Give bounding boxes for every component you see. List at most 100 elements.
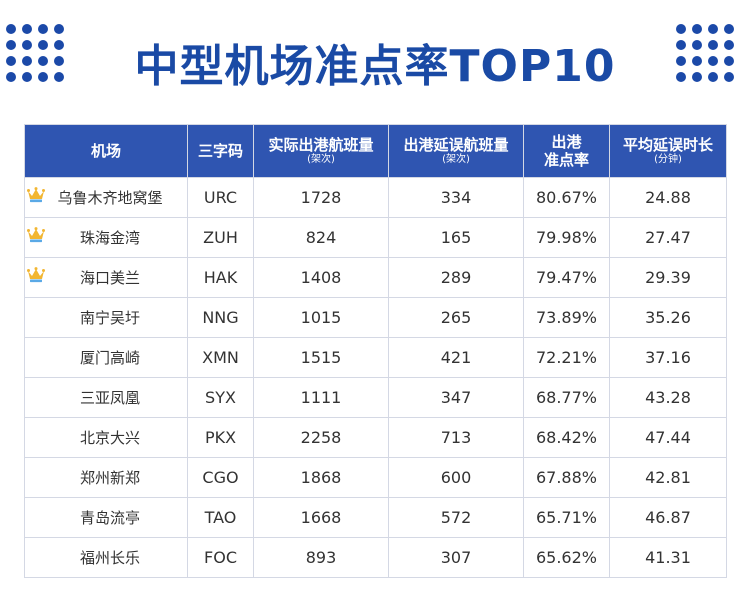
cell-avg: 43.28 (609, 377, 727, 418)
cell-delays: 572 (388, 497, 524, 538)
cell-text: XMN (202, 348, 239, 367)
cell-text: 68.77% (535, 388, 597, 407)
cell-delays: 265 (388, 297, 524, 338)
cell-text: 73.89% (535, 308, 597, 327)
ranking-table: 机场 三字码 实际出港航班量 (架次) 出港延误航班量 (架次) 出港 准点率 平均延… (24, 124, 727, 578)
cell-text: 41.31 (645, 548, 691, 567)
cell-text: 72.21% (535, 348, 597, 367)
cell-delays: 600 (388, 457, 524, 498)
cell-code: ZUH (187, 217, 254, 258)
cell-text: 347 (440, 388, 472, 407)
cell-flights: 1515 (253, 337, 389, 378)
cell-rate: 67.88% (523, 457, 610, 498)
cell-name: 南宁吴圩 (24, 297, 188, 338)
cell-name: 厦门高崎 (24, 337, 188, 378)
decor-dot (22, 40, 32, 50)
cell-flights: 1408 (253, 257, 389, 298)
header-airport: 机场 (24, 124, 188, 178)
cell-text: 1015 (300, 308, 342, 327)
cell-flights: 824 (253, 217, 389, 258)
cell-text: 1111 (300, 388, 342, 407)
decor-dot (708, 40, 718, 50)
decor-dot (692, 40, 702, 50)
cell-text: 厦门高崎 (79, 349, 140, 367)
cell-avg: 29.39 (609, 257, 727, 298)
cell-text: 青岛流亭 (79, 509, 140, 527)
cell-text: 79.98% (535, 228, 597, 247)
cell-rate: 80.67% (523, 177, 610, 218)
decor-dot (38, 24, 48, 34)
cell-text: PKX (204, 428, 237, 447)
cell-code: URC (187, 177, 254, 218)
cell-text: 35.26 (645, 308, 691, 327)
cell-code: NNG (187, 297, 254, 338)
decor-dot (6, 72, 16, 82)
cell-avg: 37.16 (609, 337, 727, 378)
cell-flights: 893 (253, 537, 389, 578)
cell-text: ZUH (203, 228, 238, 247)
cell-text: 郑州新郑 (79, 469, 140, 487)
cell-rate: 79.98% (523, 217, 610, 258)
decor-dot (708, 24, 718, 34)
cell-text: 乌鲁木齐地窝堡 (57, 189, 163, 207)
cell-name: 北京大兴 (24, 417, 188, 458)
header-code: 三字码 (187, 124, 254, 178)
decor-dot (676, 40, 686, 50)
cell-text: 824 (305, 228, 337, 247)
table-row: 南宁吴圩 NNG 1015 265 73.89% 35.26 (24, 297, 727, 338)
cell-code: SYX (187, 377, 254, 418)
decor-dot (22, 56, 32, 66)
cell-name: 乌鲁木齐地窝堡 (24, 177, 188, 218)
cell-text: 67.88% (535, 468, 597, 487)
cell-avg: 47.44 (609, 417, 727, 458)
cell-name: 郑州新郑 (24, 457, 188, 498)
cell-rate: 65.71% (523, 497, 610, 538)
cell-text: 南宁吴圩 (79, 309, 140, 327)
cell-text: 65.71% (535, 508, 597, 527)
cell-flights: 1668 (253, 497, 389, 538)
cell-flights: 1868 (253, 457, 389, 498)
cell-text: FOC (204, 548, 237, 567)
decor-dot (692, 72, 702, 82)
cell-code: CGO (187, 457, 254, 498)
cell-flights: 1015 (253, 297, 389, 338)
cell-text: 27.47 (645, 228, 691, 247)
decor-dot (692, 56, 702, 66)
cell-text: 65.62% (535, 548, 597, 567)
cell-text: 80.67% (535, 188, 597, 207)
cell-code: HAK (187, 257, 254, 298)
decor-dot (54, 24, 64, 34)
cell-avg: 42.81 (609, 457, 727, 498)
table-row: 三亚凤凰 SYX 1111 347 68.77% 43.28 (24, 377, 727, 418)
cell-text: 572 (440, 508, 472, 527)
decor-dot (676, 56, 686, 66)
decor-dot (6, 40, 16, 50)
cell-text: 421 (440, 348, 472, 367)
cell-text: 37.16 (645, 348, 691, 367)
cell-rate: 68.42% (523, 417, 610, 458)
cell-text: 1668 (300, 508, 342, 527)
cell-delays: 713 (388, 417, 524, 458)
decor-dot (6, 56, 16, 66)
cell-name: 三亚凤凰 (24, 377, 188, 418)
table-row: 青岛流亭 TAO 1668 572 65.71% 46.87 (24, 497, 727, 538)
cell-text: 海口美兰 (79, 269, 140, 287)
cell-delays: 307 (388, 537, 524, 578)
cell-code: TAO (187, 497, 254, 538)
cell-text: 307 (440, 548, 472, 567)
decor-dot (708, 72, 718, 82)
cell-code: PKX (187, 417, 254, 458)
cell-rate: 73.89% (523, 297, 610, 338)
cell-text: 47.44 (645, 428, 691, 447)
cell-rate: 79.47% (523, 257, 610, 298)
decorative-dots-left (6, 24, 64, 82)
decor-dot (22, 24, 32, 34)
crown-icon (27, 227, 45, 243)
cell-text: 24.88 (645, 188, 691, 207)
cell-text: URC (203, 188, 238, 207)
crown-icon (27, 187, 45, 203)
cell-avg: 24.88 (609, 177, 727, 218)
decor-dot (54, 56, 64, 66)
cell-delays: 347 (388, 377, 524, 418)
table-row: 北京大兴 PKX 2258 713 68.42% 47.44 (24, 417, 727, 458)
